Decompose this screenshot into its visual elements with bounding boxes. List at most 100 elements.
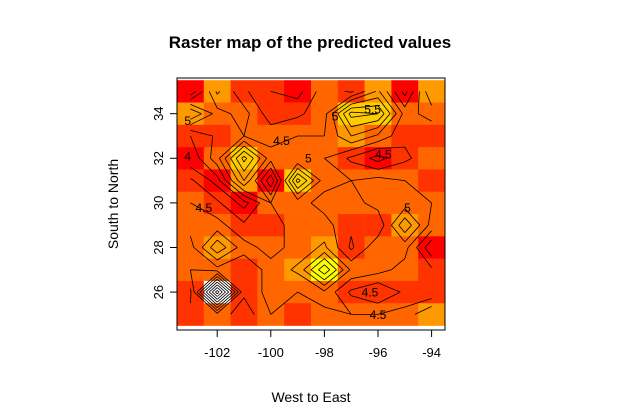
contour-line: [199, 97, 412, 309]
x-tick-label: -94: [422, 345, 441, 360]
raster-cell: [284, 102, 312, 126]
raster-cell: [284, 80, 312, 103]
raster-cell: [364, 280, 392, 304]
raster-cell: [177, 214, 205, 237]
raster-cell: [257, 236, 285, 259]
raster-cell: [257, 169, 285, 193]
raster-cell: [311, 169, 339, 193]
raster-cell: [284, 214, 312, 237]
raster-cell: [203, 214, 231, 237]
raster-cell: [203, 80, 231, 103]
raster-cell: [337, 236, 365, 259]
raster-cell: [257, 147, 285, 170]
raster-cell: [203, 236, 231, 259]
raster-cell: [177, 102, 205, 126]
raster-cell: [311, 236, 339, 259]
raster-cell: [418, 236, 446, 259]
raster-cell: [284, 147, 312, 170]
raster-cell: [284, 303, 312, 326]
raster-cell: [230, 303, 258, 326]
raster-cell: [203, 191, 231, 215]
raster-cell: [418, 280, 446, 304]
raster-cell: [391, 191, 419, 215]
raster-cell: [364, 147, 392, 170]
raster-cell: [177, 303, 205, 326]
raster-cell: [391, 80, 419, 103]
raster-cell: [418, 303, 446, 326]
contour-label: 5: [332, 109, 339, 123]
raster-cell: [284, 236, 312, 259]
contour-label: 4.5: [195, 201, 212, 215]
chart-title: Raster map of the predicted values: [169, 33, 451, 52]
raster-cell: [311, 80, 339, 103]
raster-cell: [230, 102, 258, 126]
x-axis-label: West to East: [271, 389, 350, 405]
raster-cell: [177, 169, 205, 193]
raster-cell: [257, 280, 285, 304]
raster-cell: [257, 124, 285, 148]
y-tick-label: 26: [151, 285, 166, 299]
y-tick-label: 34: [151, 106, 166, 120]
y-axis: 26 28 30 32 34: [151, 106, 178, 299]
raster-cell: [364, 236, 392, 259]
raster-cell: [311, 214, 339, 237]
raster-cell: [418, 147, 446, 170]
y-tick-label: 32: [151, 151, 166, 165]
raster-cell: [311, 124, 339, 148]
contour-label: 5: [305, 152, 312, 166]
raster-cell: [203, 102, 231, 126]
raster-cell: [203, 124, 231, 148]
raster-cell: [364, 258, 392, 282]
raster-cell: [364, 191, 392, 215]
raster-cell: [177, 80, 205, 103]
raster-cell: [203, 258, 231, 282]
contour-line: [190, 91, 432, 315]
raster-cell: [230, 147, 258, 170]
raster-cell: [418, 214, 446, 237]
contour-label: 5: [404, 201, 411, 215]
contour-line: [205, 111, 379, 303]
raster-cell: [391, 214, 419, 237]
raster-cell: [284, 169, 312, 193]
raster-cell: [337, 80, 365, 103]
contour-line: [212, 287, 223, 297]
contour-line: [209, 284, 226, 300]
raster-cell: [391, 258, 419, 282]
raster-cell: [311, 191, 339, 215]
raster-cell: [203, 303, 231, 326]
raster-cell: [337, 191, 365, 215]
raster-cell: [364, 124, 392, 148]
contour-label: 5: [184, 114, 191, 128]
contour-label: 4.5: [273, 134, 290, 148]
y-tick-label: 30: [151, 196, 166, 210]
contour-line: [190, 91, 432, 315]
contour-line: [202, 105, 385, 306]
contour-line: [215, 290, 220, 295]
contour-label: 5.5: [364, 103, 381, 117]
raster-cell: [230, 191, 258, 215]
raster-cell: [311, 102, 339, 126]
contour-line: [190, 91, 432, 315]
x-axis: -102 -100 -98 -96 -94: [204, 329, 441, 360]
raster-cell: [257, 258, 285, 282]
raster-cell: [418, 169, 446, 193]
raster-cell: [337, 102, 365, 126]
raster-cell: [364, 169, 392, 193]
contour-label: 4.5: [370, 308, 387, 322]
x-tick-label: -102: [204, 345, 230, 360]
raster-cell: [337, 214, 365, 237]
contour-line: [190, 91, 432, 257]
raster-cell: [364, 80, 392, 103]
raster-cell: [203, 147, 231, 170]
raster-cell: [284, 258, 312, 282]
y-tick-label: 28: [151, 240, 166, 254]
raster-cell: [311, 280, 339, 304]
raster-cell: [177, 280, 205, 304]
raster-cell: [391, 280, 419, 304]
raster-cell: [364, 214, 392, 237]
raster-cell: [230, 169, 258, 193]
x-tick-label: -100: [258, 345, 284, 360]
contour-lines: [190, 91, 432, 315]
raster-cell: [177, 236, 205, 259]
